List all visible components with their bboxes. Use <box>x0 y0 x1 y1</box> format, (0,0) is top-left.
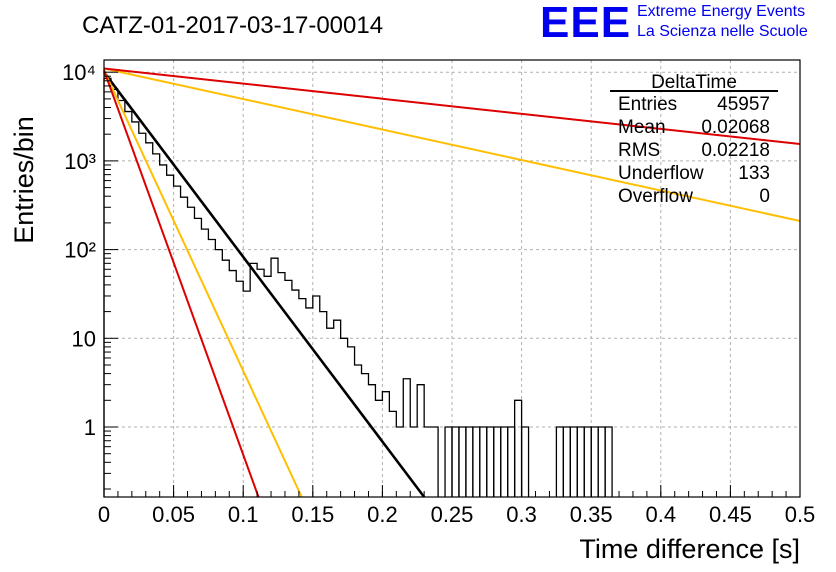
stats-value: 0.02218 <box>701 140 770 161</box>
stats-title: DeltaTime <box>651 72 737 93</box>
y-tick-label: 1 <box>84 415 96 440</box>
x-tick-label: 0.5 <box>785 502 816 527</box>
fit-curve-0 <box>102 71 426 498</box>
histogram-bin <box>597 426 606 497</box>
histogram-bin <box>590 426 599 497</box>
histogram-bin <box>520 426 530 497</box>
histogram-bin <box>604 426 613 497</box>
x-axis-label: Time difference [s] <box>579 534 800 564</box>
y-axis-ticks: 1 10 10² 10³ 10⁴ <box>62 60 118 490</box>
x-tick-label: 0.4 <box>646 502 677 527</box>
x-tick-label: 0.2 <box>367 502 398 527</box>
x-tick-label: 0.45 <box>709 502 752 527</box>
histogram-bin <box>465 426 474 497</box>
histogram-bin <box>562 426 571 497</box>
y-tick-label: 10² <box>64 238 96 263</box>
stats-label: Underflow <box>618 163 704 184</box>
stats-value: 45957 <box>717 94 770 115</box>
histogram-outline <box>103 77 439 497</box>
x-tick-label: 0.15 <box>291 502 334 527</box>
x-tick-label: 0.35 <box>570 502 613 527</box>
y-axis-label: Entries/bin <box>9 116 39 244</box>
histogram-bin <box>555 426 565 497</box>
stats-label: Entries <box>618 94 677 115</box>
histogram-bin <box>576 426 585 497</box>
histogram-bin <box>458 426 467 497</box>
fit-curve-4 <box>103 67 801 146</box>
y-tick-label: 10 <box>72 326 96 351</box>
fit-curve-3 <box>103 67 801 222</box>
stats-value: 133 <box>738 163 770 184</box>
stats-value: 0 <box>759 186 770 207</box>
x-axis-ticks: 0 0.05 0.1 0.15 0.2 0.25 0.3 0.35 0.4 0.45 0.5 <box>98 485 815 527</box>
stats-label: RMS <box>618 140 660 161</box>
histogram-bin <box>479 426 488 497</box>
histogram-bin <box>486 426 495 497</box>
fit-curve-1 <box>103 69 303 498</box>
fit-curve-2 <box>103 69 260 498</box>
histogram-bin <box>513 399 523 497</box>
fit-curves <box>102 67 801 498</box>
stats-label: Mean <box>618 117 666 138</box>
run-title: CATZ-01-2017-03-17-00014 <box>82 12 383 39</box>
histogram-bin <box>500 426 509 497</box>
stats-value: 0.02068 <box>701 117 770 138</box>
x-tick-label: 0 <box>98 502 110 527</box>
histogram-bars <box>103 77 613 497</box>
y-tick-label: 10³ <box>64 149 96 174</box>
x-tick-label: 0.3 <box>506 502 537 527</box>
logo-line-1: Extreme Energy Events <box>637 3 806 20</box>
histogram-bin <box>583 426 592 497</box>
histogram-bin <box>444 426 453 497</box>
histogram-bin <box>472 426 481 497</box>
logo-line-2: La Scienza nelle Scuole <box>637 23 808 40</box>
histogram-bin <box>493 426 502 497</box>
eee-logo: EEE <box>540 0 632 47</box>
histogram-bin <box>569 426 578 497</box>
stats-box: DeltaTime Entries 45957 Mean 0.02068 RMS 0.02… <box>610 72 778 207</box>
x-tick-label: 0.25 <box>431 502 474 527</box>
stats-label: Overflow <box>618 186 693 207</box>
x-tick-label: 0.05 <box>152 502 195 527</box>
y-tick-label: 10⁴ <box>62 60 96 85</box>
histogram-bin <box>451 426 460 497</box>
histogram-bin <box>507 426 516 497</box>
x-tick-label: 0.1 <box>228 502 259 527</box>
